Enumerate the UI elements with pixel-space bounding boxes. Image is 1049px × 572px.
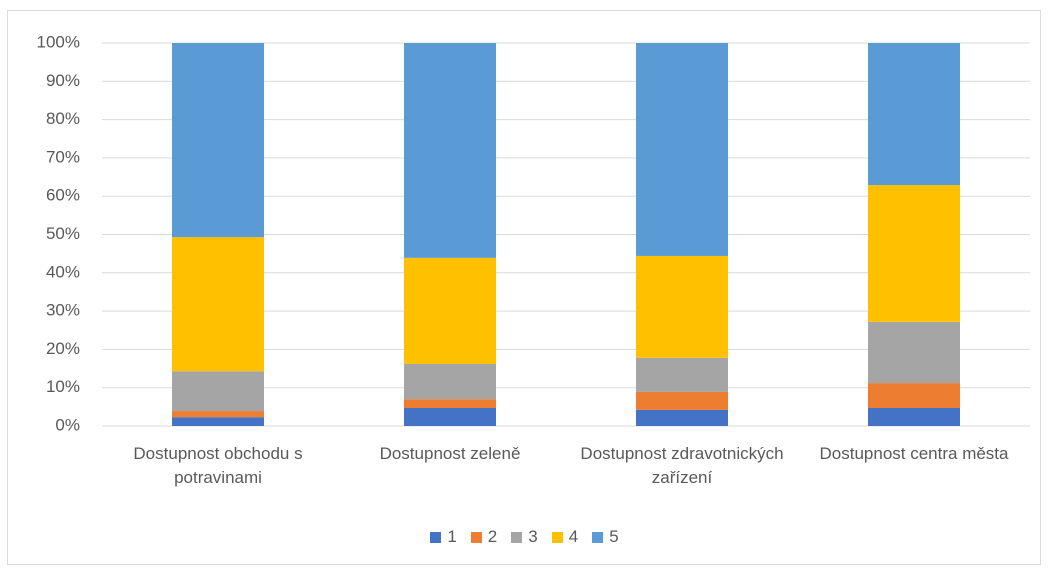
bar-segment [172,237,264,372]
legend-label: 1 [447,527,457,546]
y-tick-label: 30% [46,301,80,320]
bar-segment [868,185,960,322]
y-tick-label: 40% [46,262,80,281]
bar-segment [404,407,496,426]
bar-segment [636,255,728,358]
y-tick-label: 60% [46,186,80,205]
y-tick-label: 20% [46,339,80,358]
bar-segment [172,417,264,426]
legend-item: 4 [551,527,579,547]
bar-segment [868,383,960,408]
legend-swatch [511,531,523,543]
legend-label: 5 [609,527,619,546]
legend-item: 5 [592,527,619,547]
bar-segment [172,411,264,418]
legend-item: 1 [430,527,457,547]
y-tick-label: 70% [46,147,80,166]
y-tick-label: 100% [37,32,80,51]
bar-segment [636,357,728,392]
legend-swatch [470,531,482,543]
bar-segment [172,43,264,238]
y-tick-label: 90% [46,71,80,90]
legend-item: 2 [470,527,498,547]
legend-label: 4 [568,527,579,546]
bar-segment [404,257,496,364]
legend-swatch [592,531,604,543]
bar-segment [636,391,728,410]
bar-segment [636,409,728,426]
legend: 1 2 3 4 5 [0,527,1049,547]
legend-swatch [551,531,563,543]
legend-label: 2 [487,527,498,546]
legend-item: 3 [511,527,538,547]
bar-segment [636,43,728,256]
bar-segment [404,363,496,400]
x-tick-label: Dostupnost obchodu s potravinami [133,444,303,487]
legend-label: 3 [528,527,538,546]
y-tick-label: 0% [55,415,80,434]
x-tick-label: Dostupnost centra města [819,444,1009,463]
y-tick-label: 80% [46,109,80,128]
legend-swatch [430,531,442,543]
y-tick-label: 50% [46,224,80,243]
bar-segment [868,43,960,186]
x-tick-label: Dostupnost zdravotnických zařízení [580,444,784,487]
bar-segment [404,399,496,408]
x-tick-label: Dostupnost zeleně [379,444,521,463]
bar-segment [172,371,264,412]
bar-segment [404,43,496,258]
bar-segment [868,407,960,426]
bar-segment [868,321,960,384]
y-tick-label: 10% [46,377,80,396]
